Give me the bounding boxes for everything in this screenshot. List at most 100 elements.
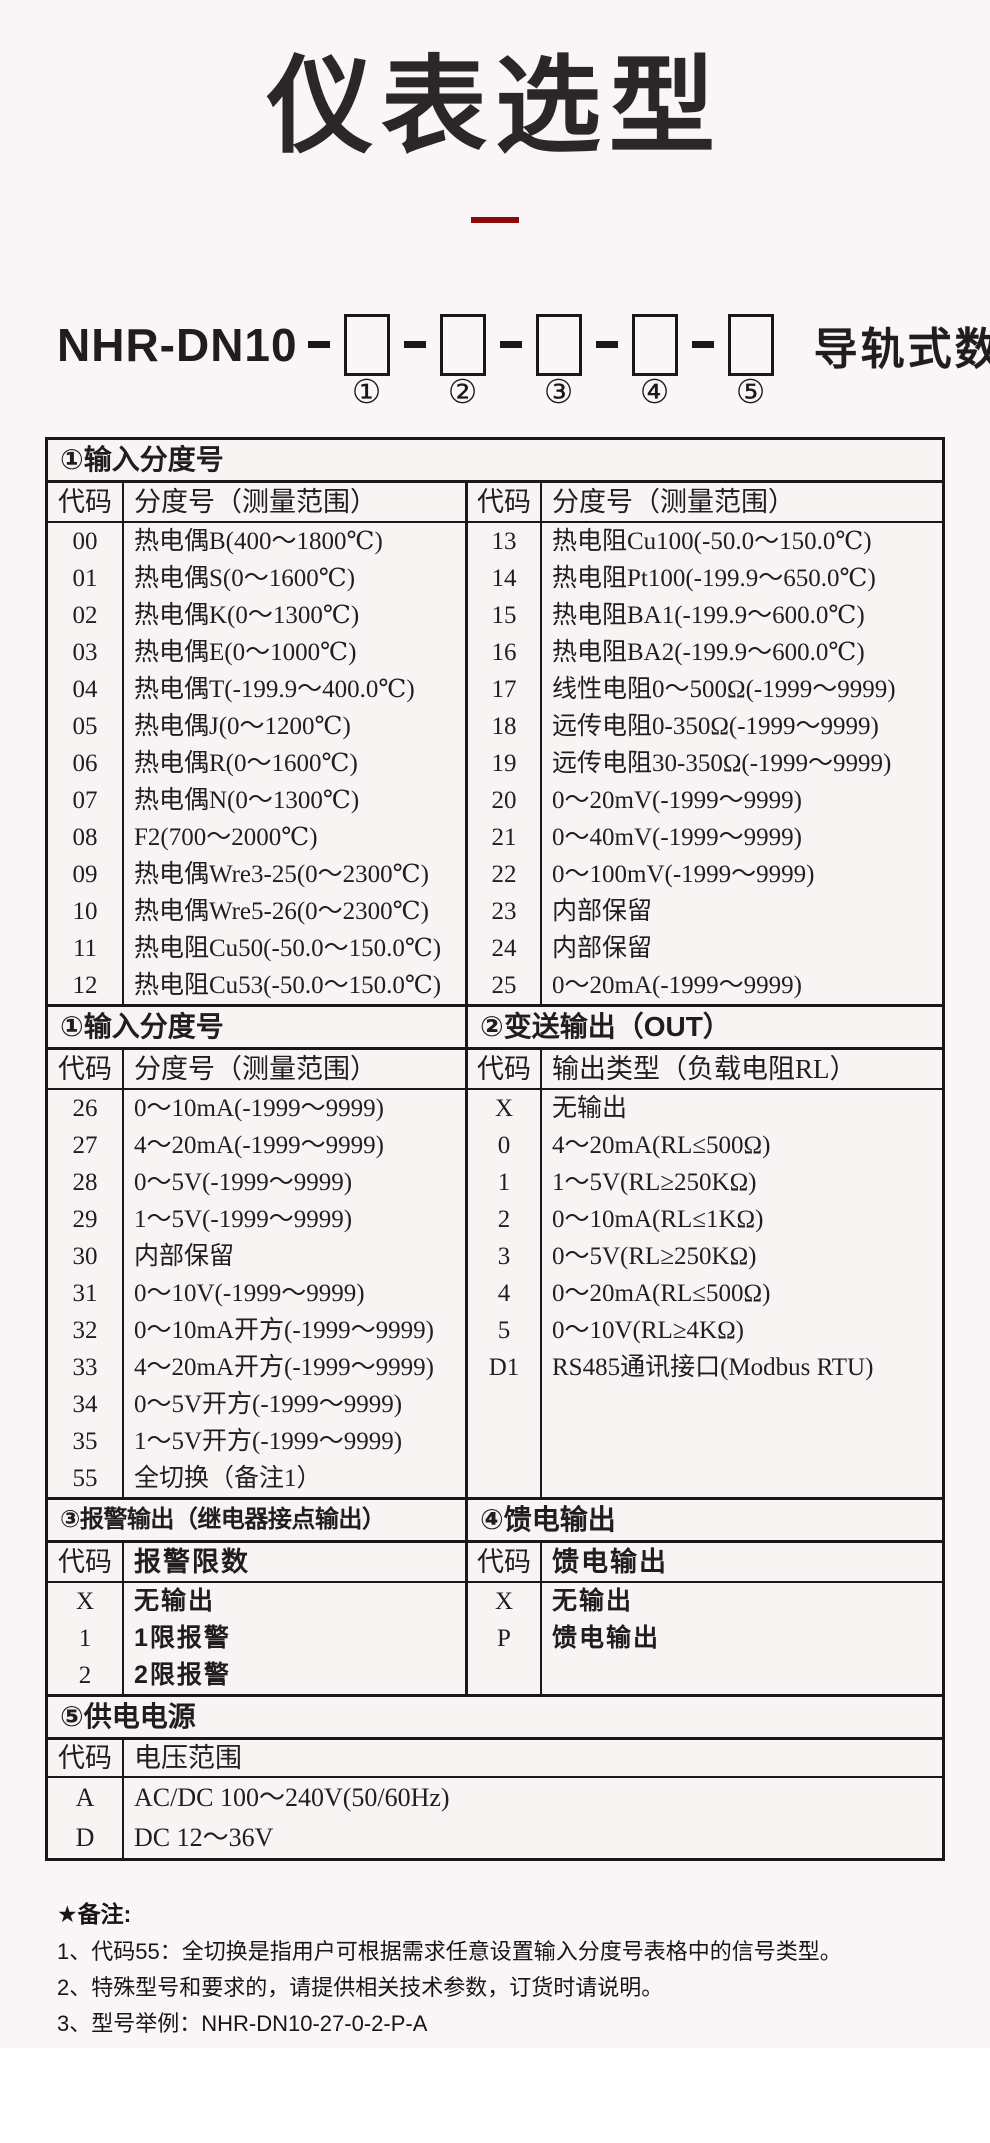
table-rows: 00 热电偶B(400～1800℃) 01 热电偶S(0～1600℃) 02 热电偶K(0…: [48, 522, 465, 1004]
desc-cell: 内部保留: [552, 934, 653, 962]
dash-separator: [691, 341, 714, 349]
code-cell: 06: [48, 744, 124, 782]
code-cell: 55: [48, 1459, 124, 1497]
table-row: 32 0～10mA开方(-1999～9999): [48, 1311, 465, 1349]
table-row: 1 1～5V(RL≥250KΩ): [468, 1163, 942, 1201]
section-header-row: ①输入分度号: [48, 440, 942, 483]
desc-cell: 1～5V(-1999～9999): [134, 1205, 353, 1233]
table-row: 20 0～20mV(-1999～9999): [468, 781, 942, 819]
desc-cell: 无输出: [552, 1586, 634, 1615]
slot-number-3: ③: [543, 374, 574, 411]
table-row: 18 远传电阻0-350Ω(-1999～9999): [468, 707, 942, 745]
slot-number-4: ④: [639, 374, 670, 411]
table-row: 30 内部保留: [48, 1237, 465, 1275]
desc-cell: 热电偶B(400～1800℃): [134, 527, 383, 555]
desc-cell: 0～5V(RL≥250KΩ): [552, 1242, 757, 1270]
dash-separator: [403, 341, 426, 349]
desc-cell: 无输出: [552, 1094, 628, 1122]
remarks-title: ★备注:: [57, 1900, 132, 1927]
desc-cell: 0～100mV(-1999～9999): [552, 860, 815, 888]
desc-cell: 远传电阻30-350Ω(-1999～9999): [552, 749, 892, 777]
table-row: 29 1～5V(-1999～9999): [48, 1200, 465, 1238]
desc-cell: RS485通讯接口(Modbus RTU): [552, 1353, 874, 1381]
col-code: 代码: [48, 1049, 124, 1088]
code-cell: X: [468, 1582, 542, 1620]
col-code: 代码: [468, 482, 542, 521]
col-code: 代码: [48, 1542, 124, 1581]
table-row: 26 0～10mA(-1999～9999): [48, 1089, 465, 1127]
desc-cell: 无输出: [134, 1586, 216, 1615]
table-full-width: 代码 电压范围 A AC/DC 100～240V(50/60Hz) D DC 12～3…: [48, 1739, 942, 1858]
table-row: 2 2限报警: [48, 1656, 465, 1694]
selection-tables: ①输入分度号 代码 分度号（测量范围） 00 热电偶B(400～1800℃) 01 热…: [45, 436, 945, 1861]
table-half-left: 代码 分度号（测量范围） 00 热电偶B(400～1800℃) 01 热电偶S(0～1…: [48, 482, 468, 1004]
table-half-right: 代码 输出类型（负载电阻RL） X 无输出 0 4～20mA(RL≤500Ω) 1 1～5…: [468, 1049, 942, 1497]
code-cell: 08: [48, 818, 124, 856]
section-body: 代码 报警限数 X 无输出 1 1限报警 2 2限报警 代码 馈电输出 X 无输出 P 馈电输出: [48, 1542, 942, 1694]
code-cell: 25: [468, 966, 542, 1004]
desc-cell: 线性电阻0～500Ω(-1999～9999): [552, 675, 896, 703]
col-code: 代码: [48, 1739, 124, 1776]
desc-cell: 热电阻Cu50(-50.0～150.0℃): [134, 934, 442, 962]
desc-cell: 0～20mA(-1999～9999): [552, 971, 802, 999]
section-header-input-2: ①输入分度号: [48, 1006, 468, 1047]
desc-cell: 热电偶J(0～1200℃): [134, 712, 351, 740]
section-power-supply: ⑤供电电源 代码 电压范围 A AC/DC 100～240V(50/60Hz) D D…: [48, 1693, 942, 1858]
table-row: 34 0～5V开方(-1999～9999): [48, 1385, 465, 1423]
dash-separator: [595, 341, 618, 349]
table-row: 31 0～10V(-1999～9999): [48, 1274, 465, 1312]
column-header-row: 代码 报警限数: [48, 1542, 465, 1583]
table-row: 16 热电阻BA2(-199.9～600.0℃): [468, 633, 942, 671]
table-row: 01 热电偶S(0～1600℃): [48, 559, 465, 597]
table-row: 33 4～20mA开方(-1999～9999): [48, 1348, 465, 1386]
table-row: X 无输出: [468, 1582, 942, 1620]
desc-cell: 热电偶Wre3-25(0～2300℃): [134, 860, 429, 888]
table-row: 27 4～20mA(-1999～9999): [48, 1126, 465, 1164]
desc-cell: 全切换（备注1）: [134, 1464, 322, 1492]
remarks-block: ★备注: 1、代码55：全切换是指用户可根据需求任意设置输入分度号表格中的信号类…: [57, 1895, 950, 2035]
code-cell: 20: [468, 781, 542, 819]
empty-filler-row: [468, 1656, 942, 1694]
desc-cell: 1～5V开方(-1999～9999): [134, 1427, 403, 1455]
table-row: 15 热电阻BA1(-199.9～600.0℃): [468, 596, 942, 634]
code-cell: 10: [48, 892, 124, 930]
table-row: 28 0～5V(-1999～9999): [48, 1163, 465, 1201]
column-header-row: 代码 输出类型（负载电阻RL）: [468, 1049, 942, 1090]
col-code: 代码: [48, 482, 124, 521]
code-cell: 02: [48, 596, 124, 634]
table-row: 03 热电偶E(0～1000℃): [48, 633, 465, 671]
slot-number-5: ⑤: [735, 374, 766, 411]
code-cell: 31: [48, 1274, 124, 1312]
code-cell: 32: [48, 1311, 124, 1349]
col-desc: 报警限数: [134, 1546, 250, 1577]
table-row: 5 0～10V(RL≥4KΩ): [468, 1311, 942, 1349]
desc-cell: 0～10mA(-1999～9999): [134, 1094, 384, 1122]
table-row: 06 热电偶R(0～1600℃): [48, 744, 465, 782]
desc-cell: 0～20mV(-1999～9999): [552, 786, 802, 814]
table-row: 08 F2(700～2000℃): [48, 818, 465, 856]
dash-separator: [307, 341, 330, 349]
desc-cell: 1限报警: [134, 1623, 231, 1652]
section-header-feed: ④馈电输出: [480, 1503, 616, 1535]
column-header-row: 代码 分度号（测量范围）: [48, 482, 465, 523]
table-row: P 馈电输出: [468, 1619, 942, 1657]
desc-cell: 内部保留: [552, 897, 653, 925]
page: 仪表选型 NHR-DN10 ① ② ③ ④ ⑤ 导轨式数显表 ①输入分度号 代码…: [45, 48, 990, 2035]
table-row: 0 4～20mA(RL≤500Ω): [468, 1126, 942, 1164]
code-cell: 19: [468, 744, 542, 782]
model-slot-1: ①: [343, 313, 390, 409]
code-cell: 1: [48, 1619, 124, 1657]
column-header-row: 代码 分度号（测量范围）: [48, 1049, 465, 1090]
table-row: 00 热电偶B(400～1800℃): [48, 522, 465, 560]
col-desc: 电压范围: [134, 1742, 242, 1773]
desc-cell: 0～10V(-1999～9999): [134, 1279, 365, 1307]
code-cell: X: [468, 1089, 542, 1127]
desc-cell: 4～20mA(-1999～9999): [134, 1131, 384, 1159]
table-rows: X 无输出 P 馈电输出: [468, 1582, 942, 1694]
desc-cell: 0～5V(-1999～9999): [134, 1168, 353, 1196]
table-rows: X 无输出 0 4～20mA(RL≤500Ω) 1 1～5V(RL≥250KΩ) 2 0～10…: [468, 1089, 942, 1497]
desc-cell: 远传电阻0-350Ω(-1999～9999): [552, 712, 879, 740]
desc-cell: 4～20mA开方(-1999～9999): [134, 1353, 434, 1381]
column-header-row: 代码 馈电输出: [468, 1542, 942, 1583]
code-cell: 26: [48, 1089, 124, 1127]
